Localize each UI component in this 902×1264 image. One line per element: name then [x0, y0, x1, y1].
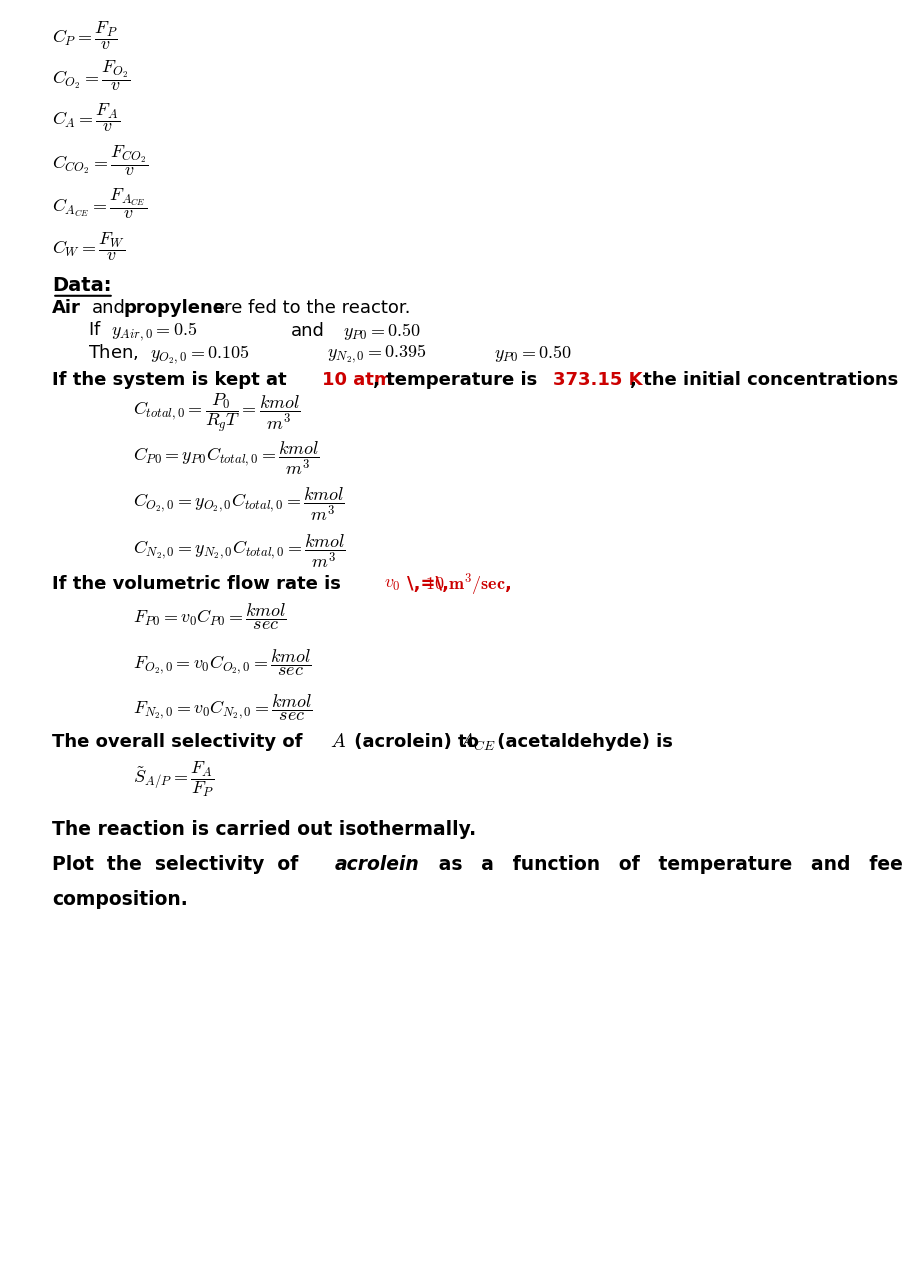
- Text: $C_{N_2,0} = y_{N_2,0} C_{total,0} = \dfrac{kmol}{m^3}$: $C_{N_2,0} = y_{N_2,0} C_{total,0} = \df…: [133, 532, 346, 570]
- Text: $y_{N_2,0} = 0.395$: $y_{N_2,0} = 0.395$: [327, 343, 428, 365]
- Text: $F_{O_2,0} = v_0 C_{O_2,0} = \dfrac{kmol}{sec}$: $F_{O_2,0} = v_0 C_{O_2,0} = \dfrac{kmol…: [133, 647, 312, 678]
- Text: $C_{A_{CE}} = \dfrac{F_{A_{CE}}}{v}$: $C_{A_{CE}} = \dfrac{F_{A_{CE}}}{v}$: [52, 186, 148, 221]
- Text: $y_{P0} = 0.50$: $y_{P0} = 0.50$: [343, 321, 421, 341]
- Text: and: and: [291, 322, 326, 340]
- Text: , the initial concentrations are: , the initial concentrations are: [630, 372, 902, 389]
- Text: (acrolein) to: (acrolein) to: [348, 733, 485, 751]
- Text: $\mathbf{10\ m^3/sec}$,: $\mathbf{10\ m^3/sec}$,: [425, 571, 511, 597]
- Text: and: and: [92, 300, 126, 317]
- Text: $C_{P0} = y_{P0} C_{total,0} = \dfrac{kmol}{m^3}$: $C_{P0} = y_{P0} C_{total,0} = \dfrac{km…: [133, 439, 320, 477]
- Text: \,=\,: \,=\,: [407, 575, 449, 593]
- Text: $F_{N_2,0} = v_0 C_{N_2,0} = \dfrac{kmol}{sec}$: $F_{N_2,0} = v_0 C_{N_2,0} = \dfrac{kmol…: [133, 693, 313, 723]
- Text: If the volumetric flow rate is: If the volumetric flow rate is: [52, 575, 347, 593]
- Text: The reaction is carried out isothermally.: The reaction is carried out isothermally…: [52, 819, 476, 839]
- Text: are fed to the reactor.: are fed to the reactor.: [213, 300, 410, 317]
- Text: $\mathit{A}$: $\mathit{A}$: [330, 732, 346, 752]
- Text: composition.: composition.: [52, 890, 188, 910]
- Text: as a function of temperature and feed: as a function of temperature and feed: [420, 854, 902, 875]
- Text: 373.15 K: 373.15 K: [553, 372, 642, 389]
- Text: If  $y_{Air,0} = 0.5$: If $y_{Air,0} = 0.5$: [88, 320, 198, 343]
- Text: $\mathit{A}_{CE}$: $\mathit{A}_{CE}$: [459, 732, 496, 752]
- Text: $F_{P0} = v_0 C_{P0} = \dfrac{kmol}{sec}$: $F_{P0} = v_0 C_{P0} = \dfrac{kmol}{sec}…: [133, 602, 288, 632]
- Text: $C_{O_2} = \dfrac{F_{O_2}}{v}$: $C_{O_2} = \dfrac{F_{O_2}}{v}$: [52, 58, 131, 94]
- Text: acrolein: acrolein: [335, 854, 419, 875]
- Text: Data:: Data:: [52, 276, 112, 296]
- Text: propylene: propylene: [124, 300, 226, 317]
- Text: Plot  the  selectivity  of: Plot the selectivity of: [52, 854, 318, 875]
- Text: $y_{P0} = 0.50$: $y_{P0} = 0.50$: [494, 344, 573, 364]
- Text: $C_P = \dfrac{F_P}{v}$: $C_P = \dfrac{F_P}{v}$: [52, 19, 118, 52]
- Text: $C_{O_2,0} = y_{O_2,0} C_{total,0} = \dfrac{kmol}{m^3}$: $C_{O_2,0} = y_{O_2,0} C_{total,0} = \df…: [133, 485, 345, 523]
- Text: $v_0$: $v_0$: [384, 575, 400, 593]
- Text: 10 atm: 10 atm: [322, 372, 392, 389]
- Text: $C_A = \dfrac{F_A}{v}$: $C_A = \dfrac{F_A}{v}$: [52, 101, 121, 134]
- Text: (acetaldehyde) is: (acetaldehyde) is: [491, 733, 673, 751]
- Text: $C_W = \dfrac{F_W}{v}$: $C_W = \dfrac{F_W}{v}$: [52, 230, 125, 263]
- Text: $C_{total,0} = \dfrac{P_0}{R_g T} = \dfrac{kmol}{m^3}$: $C_{total,0} = \dfrac{P_0}{R_g T} = \dfr…: [133, 391, 301, 434]
- Text: Air: Air: [52, 300, 81, 317]
- Text: $C_{CO_2} = \dfrac{F_{CO_2}}{v}$: $C_{CO_2} = \dfrac{F_{CO_2}}{v}$: [52, 143, 149, 178]
- Text: Then,  $y_{O_2,0} = 0.105$: Then, $y_{O_2,0} = 0.105$: [88, 343, 250, 365]
- Text: $\tilde{S}_{A/P} = \dfrac{F_A}{F_P}$: $\tilde{S}_{A/P} = \dfrac{F_A}{F_P}$: [133, 758, 215, 799]
- Text: , temperature is: , temperature is: [373, 372, 544, 389]
- Text: If the system is kept at: If the system is kept at: [52, 372, 293, 389]
- Text: The overall selectivity of: The overall selectivity of: [52, 733, 309, 751]
